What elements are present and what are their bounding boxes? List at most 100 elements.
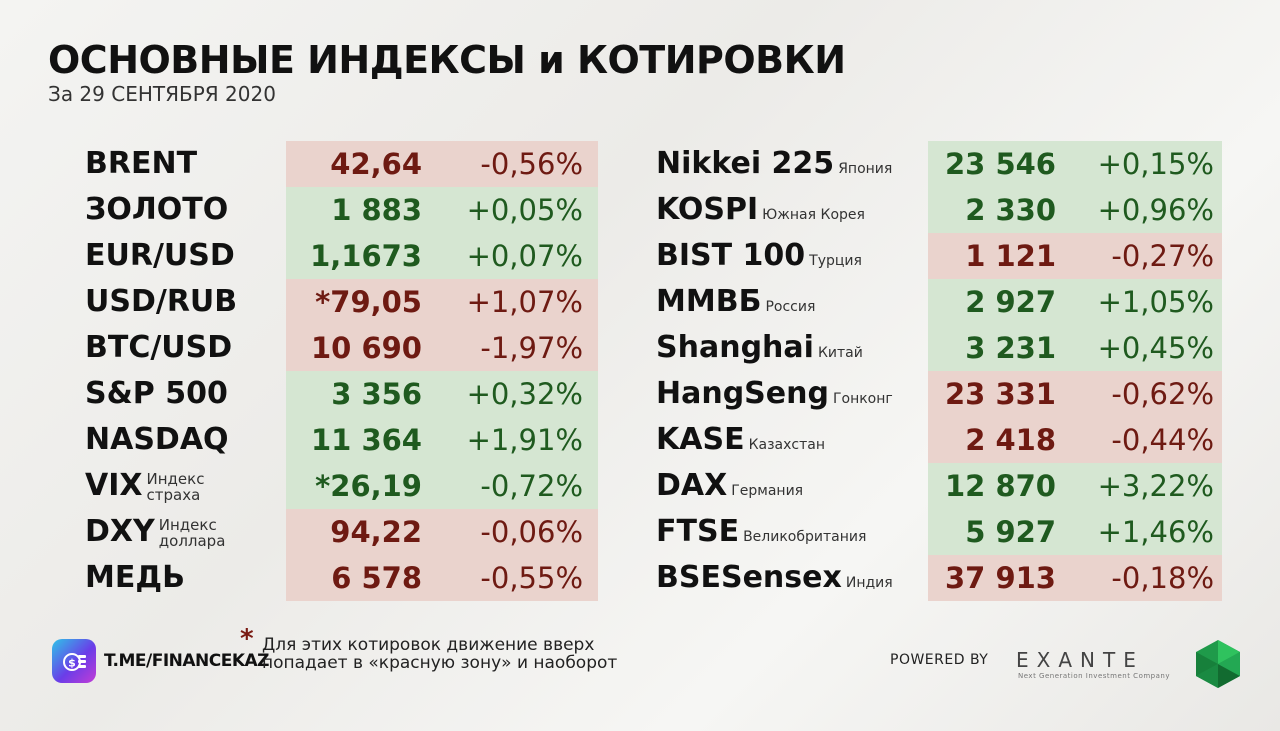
index-row: Nikkei 225 Япония 23 546 +0,15% <box>0 141 1280 187</box>
quote-change: +0,05% <box>466 193 583 227</box>
svg-text:$: $ <box>68 657 76 670</box>
index-name: BSESensex Индия <box>656 560 893 595</box>
index-name: Nikkei 225 Япония <box>656 146 893 181</box>
index-change: -0,27% <box>1111 239 1214 273</box>
index-value: 23 331 <box>945 377 1056 411</box>
index-row: Shanghai Китай 3 231 +0,45% <box>0 325 1280 371</box>
index-value: 2 927 <box>965 285 1056 319</box>
index-country: Россия <box>765 299 816 315</box>
index-country: Индия <box>845 575 893 591</box>
quote-row: BRENT 42,64 -0,56% <box>0 141 1280 187</box>
index-row: FTSE Великобритания 5 927 +1,46% <box>0 509 1280 555</box>
index-value: 1 121 <box>965 239 1056 273</box>
index-country: Турция <box>809 253 862 269</box>
index-change: +0,96% <box>1097 193 1214 227</box>
row-background <box>928 187 1222 233</box>
index-country: Япония <box>838 161 893 177</box>
row-background <box>286 325 598 371</box>
index-country: Казахстан <box>748 437 825 453</box>
row-background <box>286 141 598 187</box>
quote-change: -0,56% <box>480 147 583 181</box>
index-country: Гонконг <box>832 391 893 407</box>
quote-name: VIX Индекс страха <box>85 468 205 504</box>
index-change: +0,45% <box>1097 331 1214 365</box>
quote-name: BTC/USD <box>85 330 233 365</box>
quote-row: VIX Индекс страха *26,19 -0,72% <box>0 463 1280 509</box>
index-row: BSESensex Индия 37 913 -0,18% <box>0 555 1280 601</box>
page-title: ОСНОВНЫЕ ИНДЕКСЫ и КОТИРОВКИ <box>48 38 846 82</box>
financekaz-logo[interactable]: $ <box>52 639 96 683</box>
row-background <box>928 279 1222 325</box>
quote-value: 94,22 <box>330 515 422 549</box>
quote-row: ЗОЛОТО 1 883 +0,05% <box>0 187 1280 233</box>
quote-name: BRENT <box>85 146 198 181</box>
index-value: 12 870 <box>945 469 1056 503</box>
quote-row: EUR/USD 1,1673 +0,07% <box>0 233 1280 279</box>
quote-row: USD/RUB *79,05 +1,07% <box>0 279 1280 325</box>
quote-change: -0,72% <box>480 469 583 503</box>
quote-value: 42,64 <box>330 147 422 181</box>
index-row: KASE Казахстан 2 418 -0,44% <box>0 417 1280 463</box>
quote-change: -0,55% <box>480 561 583 595</box>
row-background <box>928 141 1222 187</box>
index-name: FTSE Великобритания <box>656 514 867 549</box>
quote-description: Индекс страха <box>146 469 205 504</box>
row-background <box>286 233 598 279</box>
quote-value: 10 690 <box>311 331 422 365</box>
quote-change: -0,06% <box>480 515 583 549</box>
quote-value: *26,19 <box>315 469 422 503</box>
row-background <box>928 325 1222 371</box>
quote-row: S&P 500 3 356 +0,32% <box>0 371 1280 417</box>
telegram-channel-link[interactable]: T.ME/FINANCEKAZ <box>104 651 270 671</box>
page-date: За 29 СЕНТЯБРЯ 2020 <box>48 82 276 106</box>
index-change: +1,05% <box>1097 285 1214 319</box>
quote-value: 1 883 <box>331 193 422 227</box>
quote-description: Индекс доллара <box>158 515 226 550</box>
index-country: Великобритания <box>743 529 867 545</box>
footnote-asterisk: * <box>240 624 254 654</box>
row-background <box>928 233 1222 279</box>
quote-value: 1,1673 <box>310 239 422 273</box>
index-change: -0,18% <box>1111 561 1214 595</box>
footnote-text: Для этих котировок движение вверх попада… <box>262 635 618 673</box>
index-row: DAX Германия 12 870 +3,22% <box>0 463 1280 509</box>
quote-change: -1,97% <box>480 331 583 365</box>
row-background <box>286 555 598 601</box>
exante-wordmark[interactable]: EXANTE <box>1016 648 1144 672</box>
index-value: 2 330 <box>965 193 1056 227</box>
quote-name: EUR/USD <box>85 238 235 273</box>
green-gem-icon <box>1196 640 1240 688</box>
index-country: Германия <box>731 483 804 499</box>
index-row: BIST 100 Турция 1 121 -0,27% <box>0 233 1280 279</box>
row-background <box>286 417 598 463</box>
index-row: ММВБ Россия 2 927 +1,05% <box>0 279 1280 325</box>
index-name: Shanghai Китай <box>656 330 863 365</box>
index-value: 23 546 <box>945 147 1056 181</box>
quote-change: +0,32% <box>466 377 583 411</box>
index-name: HangSeng Гонконг <box>656 376 893 411</box>
left-value-panel <box>286 141 598 601</box>
quote-name: S&P 500 <box>85 376 228 411</box>
powered-by-label: POWERED BY <box>890 652 989 668</box>
index-change: +0,15% <box>1097 147 1214 181</box>
row-background <box>928 371 1222 417</box>
quote-name: DXY Индекс доллара <box>85 514 226 550</box>
index-value: 3 231 <box>965 331 1056 365</box>
row-background <box>286 279 598 325</box>
index-value: 5 927 <box>965 515 1056 549</box>
right-value-panel <box>928 141 1222 601</box>
index-country: Китай <box>817 345 863 361</box>
index-name: KASE Казахстан <box>656 422 825 457</box>
row-background <box>928 463 1222 509</box>
index-change: -0,62% <box>1111 377 1214 411</box>
row-background <box>928 509 1222 555</box>
index-name: BIST 100 Турция <box>656 238 862 273</box>
row-background <box>928 417 1222 463</box>
index-name: DAX Германия <box>656 468 804 503</box>
row-background <box>286 463 598 509</box>
quote-change: +0,07% <box>466 239 583 273</box>
quote-name: ЗОЛОТО <box>85 192 229 227</box>
index-value: 2 418 <box>965 423 1056 457</box>
quote-row: BTC/USD 10 690 -1,97% <box>0 325 1280 371</box>
quote-value: *79,05 <box>315 285 422 319</box>
